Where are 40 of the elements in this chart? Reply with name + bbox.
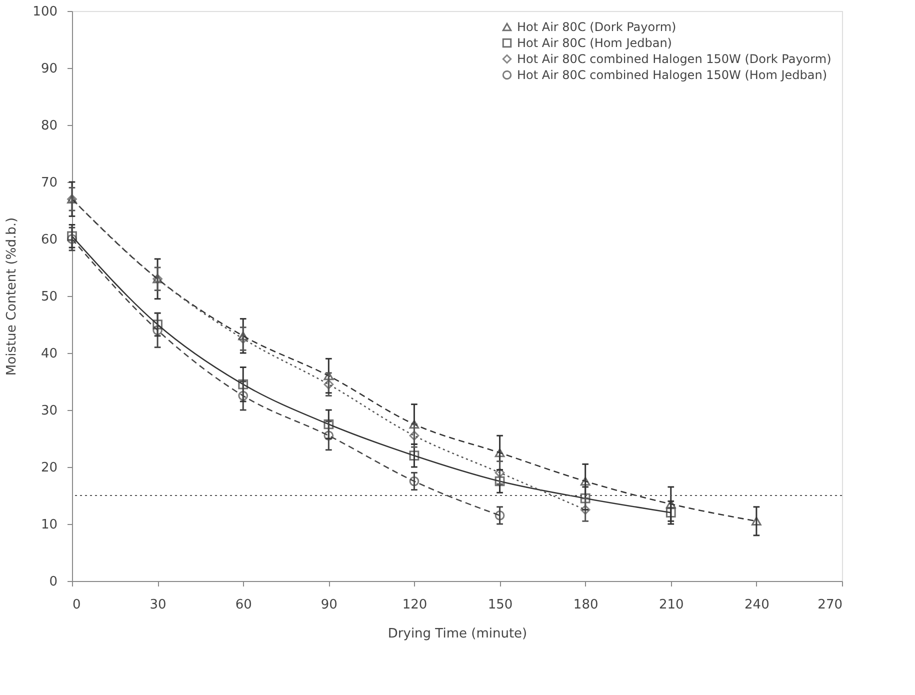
point [409,450,420,461]
x-tick-label: 240 [744,598,770,612]
point [238,332,248,340]
point [67,231,77,242]
x-tick-label: 90 [320,598,338,612]
y-tick-label: 60 [40,232,58,248]
y-tick-label: 70 [40,176,58,190]
y-tick-label: 100 [32,4,58,20]
legend-label: Hot Air 80C combined Halogen 150W (Dork Payorm) [517,52,832,66]
point [152,320,162,330]
x-tick-label: 180 [573,598,598,612]
y-tick-label: 10 [40,518,58,532]
legend-label: Hot Air 80C (Dork Payorm) [517,20,676,34]
point [409,476,420,486]
y-tick-label: 40 [40,346,58,362]
y-axis-title: Moistue Content (%d.b.) [4,217,20,376]
x-tick-label: 210 [658,598,684,612]
point [409,430,420,441]
y-tick-label: 90 [40,62,58,76]
y-tick-label: 80 [40,118,58,134]
point [494,448,505,458]
y-tick-label: 0 [49,574,58,590]
y-tick-label: 50 [40,290,58,304]
x-axis-title: Drying Time (minute) [388,626,528,642]
point [752,516,762,526]
x-tick-label: 30 [150,598,166,612]
legend-label: Hot Air 80C combined Halogen 150W (Hom Jedban) [517,68,828,82]
point [324,379,334,390]
legend-label: Hot Air 80C (Hom Jedban) [517,36,672,50]
point [666,508,676,518]
y-tick-label: 30 [40,404,58,418]
point [67,234,77,244]
point [494,510,505,520]
x-tick-label: 0 [72,598,81,612]
x-tick-label: 60 [235,598,252,612]
x-tick-label: 270 [818,598,842,612]
x-tick-label: 120 [402,598,428,612]
x-tick-label: 150 [488,598,513,612]
y-tick-label: 20 [40,460,58,476]
point [238,334,248,344]
